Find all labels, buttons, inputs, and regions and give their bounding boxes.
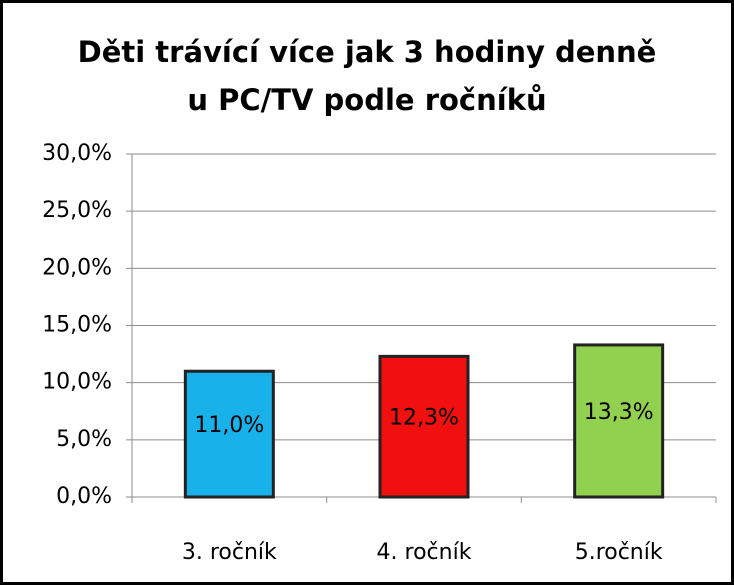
chart-title: Děti trávící více jak 3 hodiny denně [78,35,657,69]
y-tick-label: 0,0% [56,484,112,509]
data-label: 13,3% [584,400,654,425]
y-tick-label: 10,0% [42,370,112,395]
data-label: 11,0% [194,413,264,438]
bar [183,369,275,499]
x-tick-label: 4. ročník [377,540,472,565]
x-tick-label: 3. ročník [182,540,277,565]
y-tick-label: 15,0% [42,313,112,338]
data-label: 12,3% [389,406,459,431]
bar [378,354,470,499]
bar [573,343,665,499]
y-tick-label: 30,0% [42,141,112,166]
x-tick-label: 5.ročník [575,540,663,565]
y-tick-label: 20,0% [42,255,112,280]
y-tick-label: 5,0% [56,427,112,452]
chart-title: u PC/TV podle ročníků [187,83,546,117]
y-tick-label: 25,0% [42,198,112,223]
